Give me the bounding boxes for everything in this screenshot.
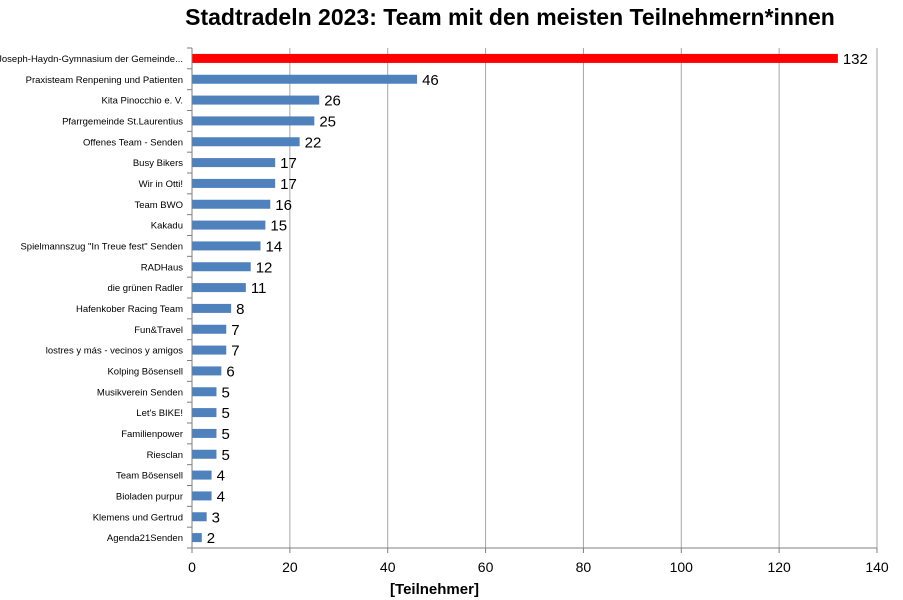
category-label: Praxisteam Renpening und Patienten: [26, 75, 183, 86]
data-label: 17: [280, 176, 297, 193]
bar: [192, 428, 217, 438]
category-label: Joseph-Haydn-Gymnasium der Gemeinde...: [0, 54, 183, 65]
bar: [192, 491, 212, 501]
bar: [192, 74, 418, 84]
data-label: 17: [280, 155, 297, 172]
bar: [192, 158, 276, 168]
x-axis-title: [Teilnehmer]: [390, 581, 479, 598]
category-label: Musikverein Senden: [97, 387, 183, 398]
category-label: lostres y más - vecinos y amigos: [46, 346, 184, 357]
data-label: 7: [231, 322, 239, 339]
category-label: Agenda21Senden: [107, 533, 183, 544]
data-label: 5: [221, 405, 229, 422]
bar: [192, 449, 217, 459]
category-label: Familienpower: [121, 429, 183, 440]
x-tick-label: 60: [478, 559, 494, 575]
chart-title: Stadtradeln 2023: Team mit den meisten T…: [185, 4, 835, 30]
x-tick-label: 100: [670, 559, 694, 575]
data-label: 16: [275, 197, 292, 214]
data-label: 14: [266, 238, 283, 255]
data-label: 2: [207, 530, 215, 547]
data-label: 132: [843, 51, 868, 68]
data-label: 7: [231, 343, 239, 360]
category-label: Pfarrgemeinde St.Laurentius: [62, 116, 183, 127]
category-label: Kita Pinocchio e. V.: [101, 96, 183, 107]
data-label: 5: [221, 384, 229, 401]
data-label: 15: [270, 218, 287, 235]
category-label: Kakadu: [151, 221, 183, 232]
bar: [192, 199, 271, 209]
bar: [192, 283, 246, 293]
category-label: Wir in Otti!: [139, 179, 183, 190]
category-label: Let's BIKE!: [136, 408, 183, 419]
bar: [192, 345, 227, 355]
category-label: Team Bösensell: [116, 471, 183, 482]
bar: [192, 220, 266, 230]
data-label: 22: [305, 134, 322, 151]
data-label: 4: [217, 468, 225, 485]
category-label: Team BWO: [134, 200, 183, 211]
category-label: Hafenkober Racing Team: [76, 304, 183, 315]
data-label: 6: [226, 363, 234, 380]
bar: [192, 324, 227, 334]
category-label: Offenes Team - Senden: [83, 137, 183, 148]
category-label: Klemens und Gertrud: [93, 512, 183, 523]
data-label: 46: [422, 72, 439, 89]
bar: [192, 95, 320, 105]
bar: [192, 116, 315, 126]
bar: [192, 408, 217, 418]
x-tick-label: 20: [282, 559, 298, 575]
data-label: 12: [256, 259, 273, 276]
category-label: die grünen Radler: [107, 283, 183, 294]
x-tick-label: 120: [767, 559, 791, 575]
x-tick-label: 80: [576, 559, 592, 575]
category-label: Riesclan: [147, 450, 183, 461]
bar: [192, 137, 300, 147]
data-label: 8: [236, 301, 244, 318]
bar: [192, 241, 261, 251]
bar: [192, 178, 276, 188]
data-label: 26: [324, 93, 341, 110]
category-label: Busy Bikers: [133, 158, 183, 169]
bar: [192, 262, 251, 272]
data-label: 5: [221, 426, 229, 443]
data-label: 11: [251, 280, 267, 297]
x-tick-label: 40: [380, 559, 396, 575]
data-label: 25: [319, 113, 336, 130]
category-label: Kolping Bösensell: [107, 366, 183, 377]
data-label: 5: [221, 447, 229, 464]
bar: [192, 366, 222, 376]
data-label: 4: [217, 488, 225, 505]
category-label: Spielmannszug "In Treue fest" Senden: [20, 241, 183, 252]
category-label: Bioladen purpur: [116, 491, 183, 502]
category-label: RADHaus: [141, 262, 183, 273]
bar: [192, 533, 202, 543]
x-tick-label: 140: [865, 559, 889, 575]
bar: [192, 303, 232, 313]
data-label: 3: [212, 509, 220, 526]
category-label: Fun&Travel: [134, 325, 183, 336]
bar: [192, 470, 212, 480]
bar: [192, 53, 838, 63]
x-tick-label: 0: [188, 559, 196, 575]
bar: [192, 512, 207, 522]
bar: [192, 387, 217, 397]
